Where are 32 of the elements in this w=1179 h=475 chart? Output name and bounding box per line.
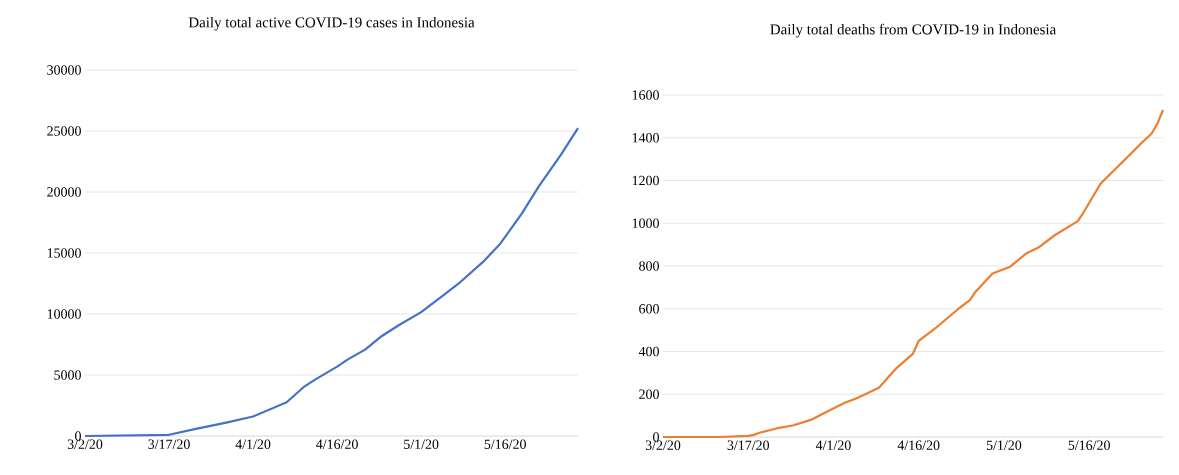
y-tick-label: 800 bbox=[639, 261, 659, 271]
y-tick-label: 30000 bbox=[47, 65, 81, 75]
y-tick-label: 1400 bbox=[632, 133, 659, 143]
x-tick-label: 3/2/20 bbox=[645, 440, 681, 450]
x-tick-label: 3/17/20 bbox=[727, 440, 770, 450]
y-tick-label: 5000 bbox=[54, 370, 81, 380]
x-tick-label: 4/16/20 bbox=[897, 440, 940, 450]
y-tick-label: 25000 bbox=[47, 126, 81, 136]
line-series bbox=[83, 127, 580, 438]
y-tick-label: 15000 bbox=[47, 248, 81, 258]
x-tick-label: 5/16/20 bbox=[484, 439, 526, 449]
x-tick-label: 3/17/20 bbox=[148, 439, 190, 449]
x-tick-label: 5/1/20 bbox=[404, 439, 439, 449]
x-tick-label: 4/1/20 bbox=[815, 440, 851, 450]
y-tick-label: 200 bbox=[639, 389, 659, 399]
x-tick-label: 5/1/20 bbox=[986, 440, 1022, 450]
x-tick-label: 4/1/20 bbox=[235, 439, 271, 449]
y-tick-label: 10000 bbox=[47, 309, 81, 319]
y-tick-label: 400 bbox=[638, 346, 659, 357]
x-tick-label: 3/2/20 bbox=[67, 439, 103, 449]
y-tick-label: 1200 bbox=[632, 175, 659, 186]
y-tick-label: 0 bbox=[653, 432, 659, 442]
y-tick-label: 0 bbox=[75, 431, 81, 441]
chart-title: Daily total deaths from COVID-19 in Indonesia bbox=[770, 23, 1056, 38]
y-tick-label: 600 bbox=[639, 304, 659, 314]
line-series bbox=[661, 108, 1165, 439]
chart-title: Daily total active COVID-19 cases in Indonesia bbox=[188, 16, 475, 31]
x-tick-label: 5/16/20 bbox=[1068, 440, 1110, 450]
y-tick-label: 1000 bbox=[632, 218, 659, 228]
x-tick-label: 4/16/20 bbox=[316, 439, 358, 449]
y-tick-label: 1600 bbox=[632, 90, 659, 100]
y-tick-label: 20000 bbox=[47, 187, 81, 197]
